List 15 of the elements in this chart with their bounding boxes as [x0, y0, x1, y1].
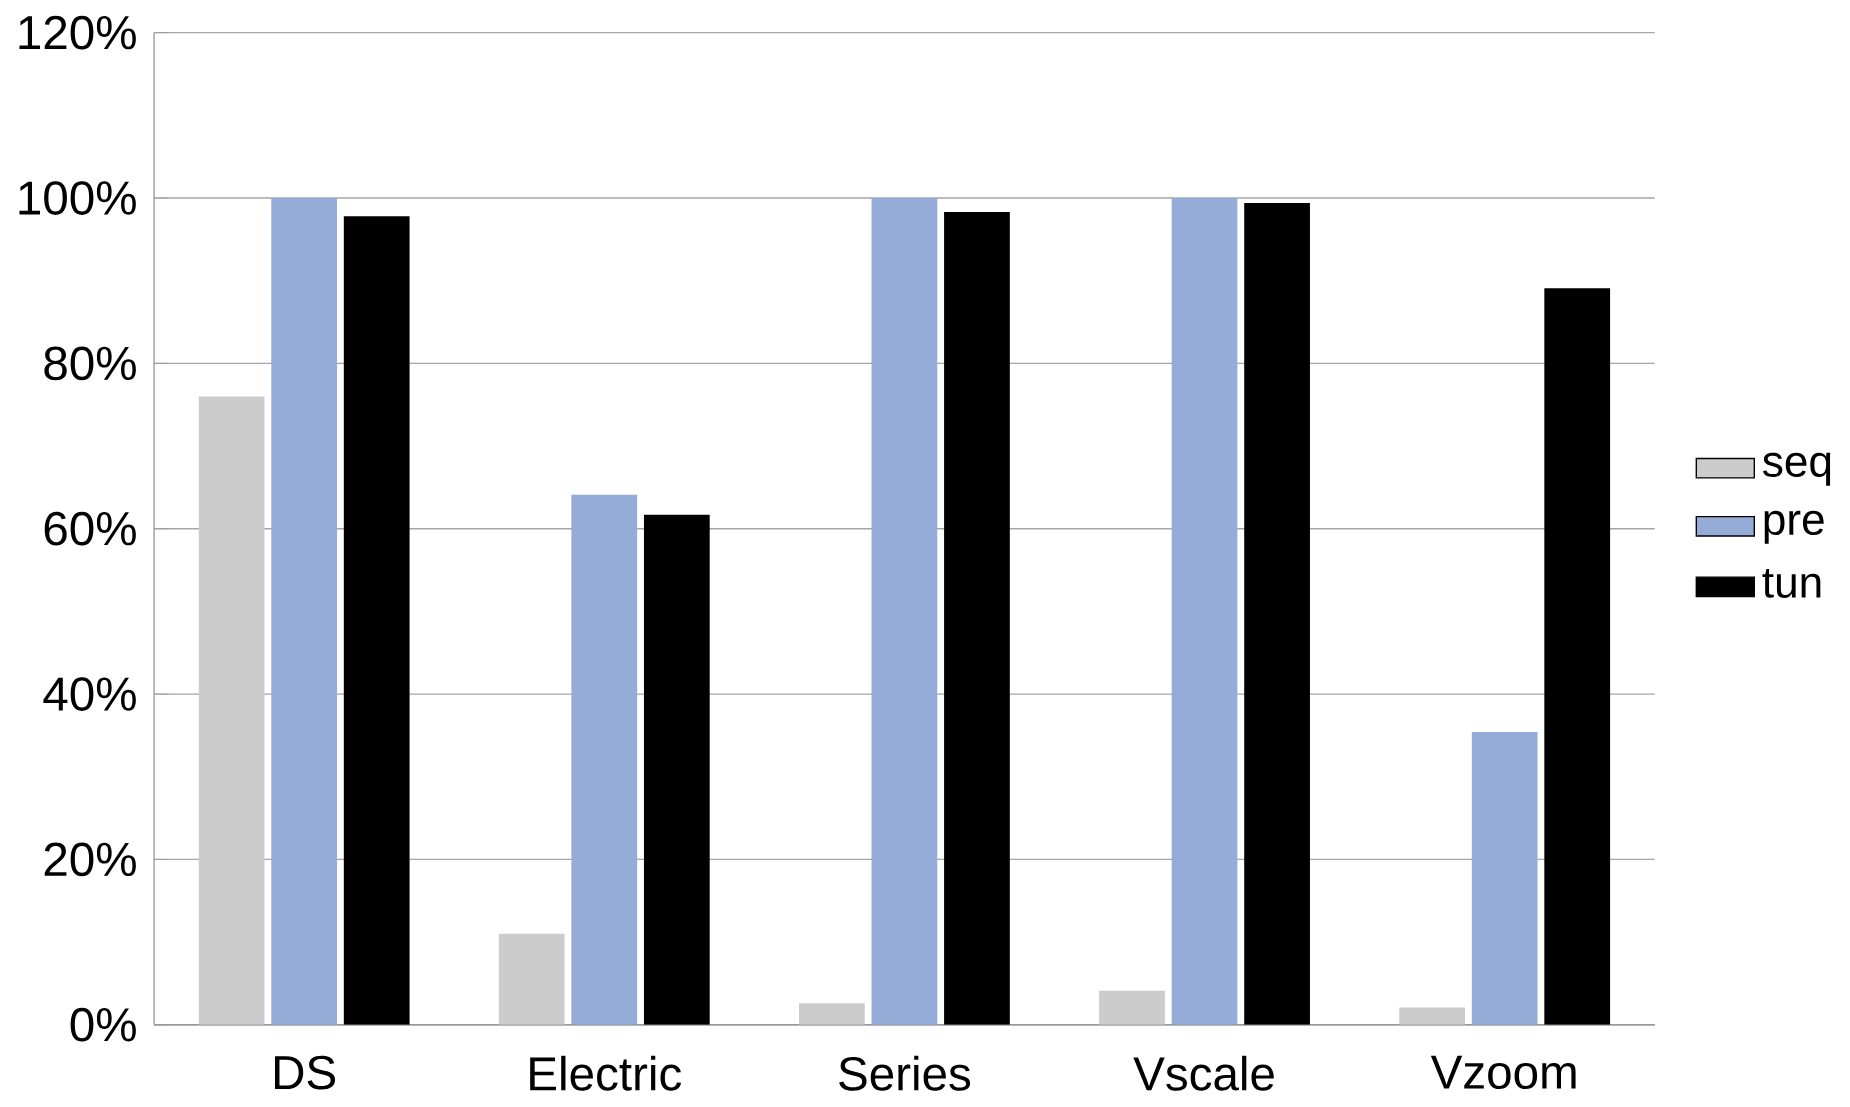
legend-label: pre	[1764, 511, 1824, 544]
y-tick-label: 0%	[70, 1008, 136, 1042]
x-tick-label: DS	[274, 1055, 336, 1090]
legend-label: tun	[1762, 569, 1821, 599]
y-tick-label: 40%	[43, 677, 136, 712]
x-tick-label: Electric	[530, 1055, 681, 1091]
y-tick-label: 120%	[19, 16, 136, 50]
y-tick-label: 20%	[44, 842, 136, 877]
x-tick-label: Vzoom	[1430, 1055, 1576, 1090]
y-tick-label: 60%	[44, 512, 136, 546]
legend-label: seq	[1763, 452, 1831, 486]
y-tick-label: 100%	[19, 181, 136, 216]
y-tick-label: 80%	[44, 346, 136, 381]
x-tick-label: Series	[839, 1055, 971, 1091]
x-tick-label: Vscale	[1133, 1055, 1274, 1091]
